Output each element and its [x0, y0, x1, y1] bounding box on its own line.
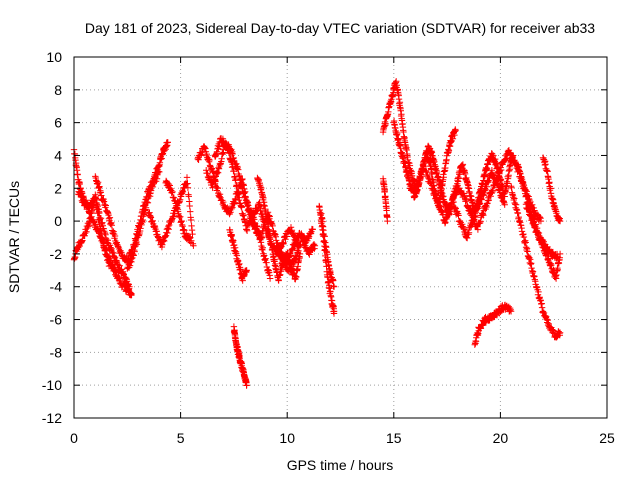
- y-tick-label: 10: [46, 49, 62, 65]
- y-tick-label: 6: [54, 115, 62, 131]
- y-tick-labels: -12 -10 -8 -6 -4 -2 0 2 4 6 8 10: [42, 49, 62, 426]
- x-axis-title: GPS time / hours: [287, 457, 394, 473]
- y-tick-label: -6: [50, 312, 63, 328]
- x-tick-label: 5: [177, 430, 185, 446]
- y-tick-label: 2: [54, 180, 62, 196]
- sdtvar-point-markers: [70, 78, 564, 389]
- y-tick-label: -2: [50, 246, 63, 262]
- y-tick-label: -4: [50, 279, 63, 295]
- plot-frame: [73, 56, 608, 419]
- chart-title: Day 181 of 2023, Sidereal Day-to-day VTE…: [85, 20, 595, 36]
- y-axis-title: SDTVAR / TECUs: [6, 181, 22, 293]
- axis-ticks: [73, 56, 608, 419]
- y-tick-label: -12: [42, 410, 62, 426]
- x-tick-label: 20: [493, 430, 509, 446]
- y-tick-label: 0: [54, 213, 62, 229]
- y-tick-label: 8: [54, 82, 62, 98]
- x-tick-label: 25: [599, 430, 615, 446]
- x-tick-labels: 0 5 10 15 20 25: [70, 430, 615, 446]
- data-points: [70, 78, 564, 389]
- y-tick-label: 4: [54, 147, 62, 163]
- y-tick-label: -8: [50, 344, 63, 360]
- y-tick-label: -10: [42, 377, 62, 393]
- x-tick-label: 10: [279, 430, 295, 446]
- x-tick-label: 0: [70, 430, 78, 446]
- x-tick-label: 15: [386, 430, 402, 446]
